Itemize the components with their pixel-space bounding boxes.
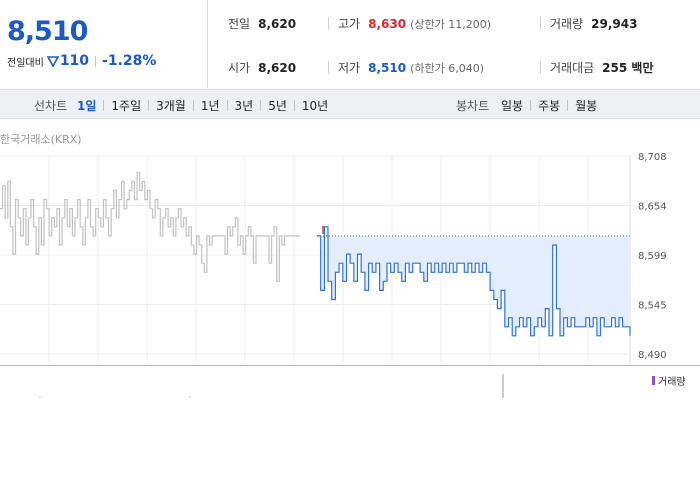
- open-label: 시가: [228, 61, 251, 75]
- high-label: 고가: [338, 17, 361, 31]
- down-triangle-icon: [46, 56, 59, 67]
- tab-3-months[interactable]: 3개월: [156, 99, 186, 113]
- divider: [328, 61, 329, 74]
- tab-5-years[interactable]: 5년: [268, 99, 287, 113]
- period-selector-bar: 선차트 1일 1주일 3개월 1년 3년 5년 10년 봉차트 일봉 주봉 월봉: [0, 89, 700, 119]
- y-tick-label: 8,708: [638, 152, 667, 163]
- exchange-label: 한국거래소(KRX): [0, 133, 82, 146]
- change-amount: 110: [59, 53, 90, 69]
- tab-monthly-candle[interactable]: 월봉: [575, 99, 598, 113]
- tab-3-years[interactable]: 3년: [234, 99, 254, 113]
- y-tick-label: 8,545: [638, 301, 667, 312]
- tab-weekly-candle[interactable]: 주봉: [538, 99, 561, 113]
- open-value: 8,620: [258, 61, 297, 75]
- high-value: 8,630: [368, 17, 407, 31]
- tab-1-day[interactable]: 1일: [77, 99, 97, 113]
- tab-10-years[interactable]: 10년: [301, 99, 329, 113]
- divider: [530, 100, 532, 111]
- divider: [567, 100, 569, 111]
- divider: [260, 100, 262, 111]
- tab-1-week[interactable]: 1주일: [111, 99, 142, 113]
- change-rate: -1.28%: [102, 53, 157, 69]
- trade-value-label: 거래대금: [550, 61, 595, 75]
- divider: [226, 100, 228, 111]
- trade-value-value: 255 백만: [602, 61, 654, 75]
- y-tick-label: 8,490: [638, 350, 667, 361]
- tab-1-year[interactable]: 1년: [200, 99, 220, 113]
- y-tick-label: 8,654: [638, 202, 667, 213]
- high-stat: 고가 8,630 (상한가 11,200): [338, 15, 491, 32]
- change-row: 전일대비 110 -1.28%: [7, 53, 156, 69]
- low-stat: 저가 8,510 (하한가 6,040): [338, 59, 484, 76]
- current-price-box: 8,510 전일대비 110 -1.28%: [0, 0, 208, 88]
- volume-chart: [39, 374, 504, 398]
- divider: [293, 100, 295, 111]
- volume-legend: 거래량: [652, 373, 686, 388]
- divider: [540, 17, 541, 30]
- divider: [540, 61, 541, 74]
- price-line-chart[interactable]: 8,708 8,654 8,599 8,545 8,490: [0, 120, 700, 365]
- volume-value: 29,943: [591, 17, 638, 31]
- open-stat: 시가 8,620: [228, 59, 296, 76]
- volume-chart-area: 거래량: [0, 365, 700, 398]
- divider: [192, 100, 194, 111]
- quote-panel: 8,510 전일대비 110 -1.28% 전일 8,620 고가 8,630 …: [0, 0, 700, 89]
- line-chart-title: 선차트: [34, 99, 68, 113]
- volume-label: 거래량: [550, 17, 584, 31]
- change-label: 전일대비: [7, 57, 44, 69]
- trade-value-stat: 거래대금 255 백만: [550, 59, 653, 76]
- divider: [95, 55, 97, 67]
- y-tick-label: 8,599: [638, 251, 667, 262]
- low-label: 저가: [338, 61, 361, 75]
- series-area-today: [317, 226, 630, 336]
- volume-stat: 거래량 29,943: [550, 15, 637, 32]
- current-price: 8,510: [7, 16, 88, 47]
- series-line-previous: [0, 171, 300, 282]
- price-chart-area[interactable]: 8,708 8,654 8,599 8,545 8,490 한국거래소(KRX): [0, 120, 700, 365]
- prev-close-label: 전일: [228, 17, 251, 31]
- period-tabs: 1일 1주일 3개월 1년 3년 5년 10년: [77, 97, 328, 114]
- volume-legend-label: 거래량: [658, 377, 686, 388]
- low-value: 8,510: [368, 61, 407, 75]
- divider: [148, 100, 150, 111]
- divider: [103, 100, 105, 111]
- series-line-today: [317, 226, 631, 337]
- prev-close-stat: 전일 8,620: [228, 15, 296, 32]
- upper-limit-text: (상한가 11,200): [410, 18, 491, 31]
- tab-daily-candle[interactable]: 일봉: [501, 99, 524, 113]
- prev-close-value: 8,620: [258, 17, 297, 31]
- volume-legend-swatch: [652, 376, 655, 385]
- divider: [328, 17, 329, 30]
- candle-tabs: 일봉 주봉 월봉: [501, 97, 597, 114]
- lower-limit-text: (하한가 6,040): [410, 62, 484, 75]
- candle-chart-title: 봉차트: [456, 99, 490, 113]
